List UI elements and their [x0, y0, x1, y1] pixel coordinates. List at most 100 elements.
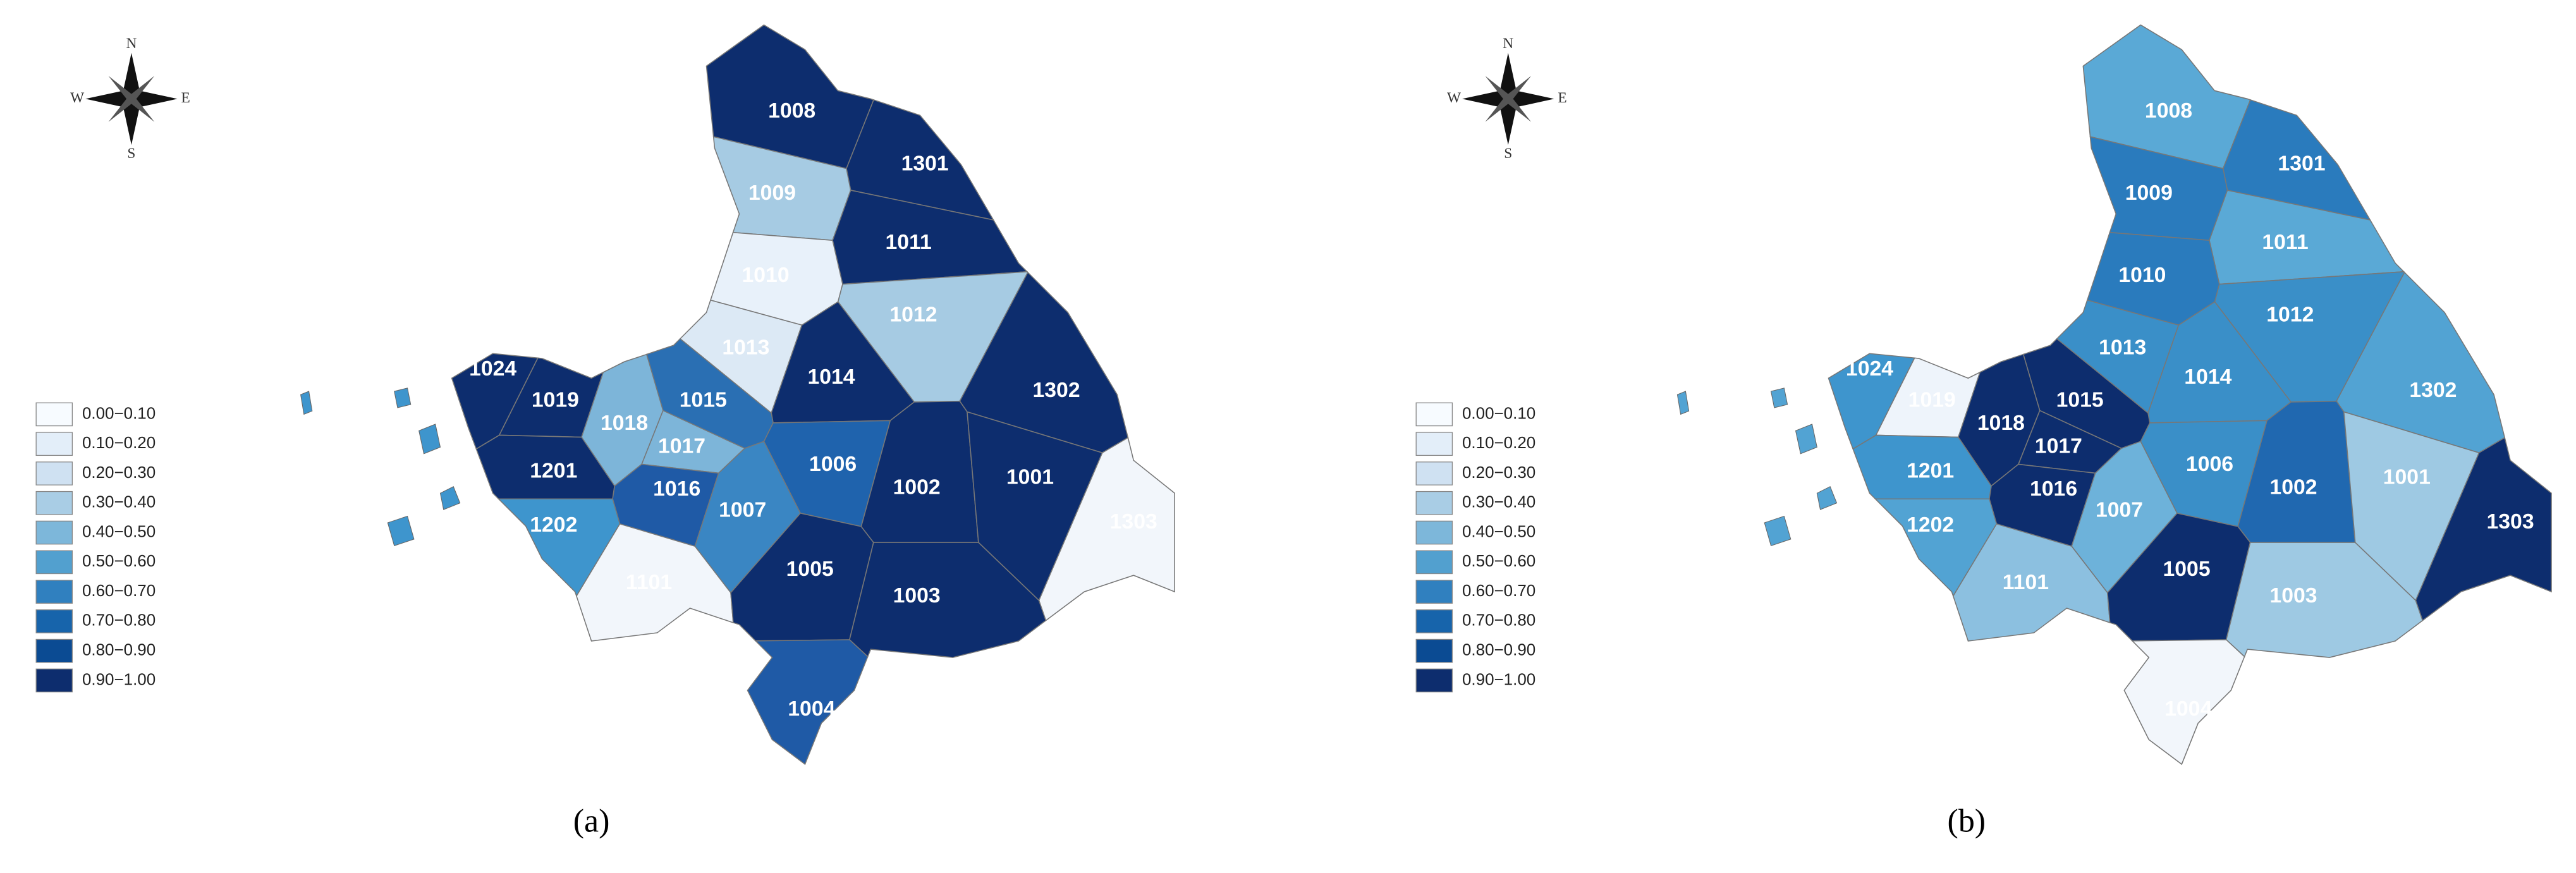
legend-label: 0.90−1.00 — [1462, 669, 1535, 688]
compass-e: E — [181, 90, 190, 106]
region — [705, 24, 875, 169]
region-label: 1101 — [2003, 570, 2049, 594]
region-label: 1005 — [786, 557, 834, 581]
legend-label: 0.30−0.40 — [1462, 492, 1535, 511]
legend-swatch — [1415, 461, 1453, 485]
region — [1038, 437, 1175, 621]
legend-label: 0.40−0.50 — [82, 522, 156, 540]
region-label: 1202 — [530, 513, 577, 537]
compass-star — [1485, 76, 1532, 122]
legend-label: 0.00−0.10 — [1462, 403, 1535, 422]
legend-label: 0.10−0.20 — [1462, 433, 1535, 452]
region-label: 1301 — [2278, 151, 2325, 175]
legend-label: 0.50−0.60 — [1462, 551, 1535, 570]
legend-swatch — [35, 550, 73, 575]
region — [2415, 437, 2552, 621]
island — [1770, 388, 1788, 408]
region-label: 1018 — [601, 411, 648, 435]
legend-swatch — [1415, 432, 1453, 456]
compass-s: S — [1504, 145, 1512, 162]
region-label: 1007 — [719, 498, 766, 522]
region-label: 1015 — [680, 388, 727, 412]
region — [1874, 498, 1998, 597]
legend-label: 0.50−0.60 — [82, 551, 156, 570]
region-label: 1013 — [722, 335, 769, 359]
legend: 0.00−0.10 0.10−0.20 0.20−0.30 0.30−0.40 0.40… — [1415, 402, 1535, 693]
legend-swatch — [1415, 402, 1453, 427]
region — [747, 639, 869, 766]
legend-label: 0.70−0.80 — [82, 611, 156, 630]
region-label: 1015 — [2056, 388, 2104, 412]
region-label: 1014 — [2184, 365, 2231, 389]
region-label: 1017 — [658, 434, 705, 458]
region-label: 1003 — [2269, 583, 2317, 607]
legend-label: 0.10−0.20 — [82, 433, 156, 452]
region — [2082, 24, 2251, 169]
region-label: 1001 — [1006, 465, 1054, 489]
legend-label: 0.20−0.30 — [1462, 463, 1535, 482]
legend-label: 0.60−0.70 — [1462, 581, 1535, 600]
panel-caption: (a) — [573, 803, 610, 839]
legend-swatch — [1415, 491, 1453, 515]
region-label: 1016 — [2030, 477, 2077, 501]
legend-label: 0.70−0.80 — [1462, 611, 1535, 630]
legend-swatch — [35, 580, 73, 604]
region-label: 1007 — [2096, 498, 2143, 522]
legend-swatch — [1415, 550, 1453, 575]
island — [387, 515, 415, 546]
region-label: 1006 — [2186, 452, 2233, 476]
legend-swatch — [1415, 609, 1453, 633]
legend-label: 0.90−1.00 — [82, 669, 156, 688]
region — [1952, 523, 2111, 642]
legend-swatch — [35, 432, 73, 456]
region-label: 1008 — [2145, 99, 2192, 123]
compass-n: N — [1503, 35, 1513, 52]
region-label: 1012 — [2266, 302, 2314, 326]
compass-n: N — [126, 35, 137, 52]
region-label: 1011 — [886, 230, 932, 254]
legend-swatch — [35, 609, 73, 633]
legend-swatch — [35, 491, 73, 515]
legend-swatch — [35, 638, 73, 663]
region-label: 1301 — [901, 151, 949, 175]
legend-swatch — [1415, 668, 1453, 693]
region-label: 1008 — [768, 99, 815, 123]
region-label: 1012 — [889, 302, 937, 326]
region-label: 1013 — [2099, 335, 2146, 359]
region-label: 1004 — [2164, 697, 2212, 721]
compass-e: E — [1558, 90, 1566, 106]
legend-label: 0.80−0.90 — [82, 640, 156, 659]
region-label: 1302 — [1032, 378, 1080, 402]
legend: 0.00−0.10 0.10−0.20 0.20−0.30 0.30−0.40 0.40… — [35, 402, 156, 693]
region-label: 1010 — [2118, 263, 2166, 287]
region-label: 1202 — [1907, 513, 1954, 537]
region-label: 1303 — [1110, 510, 1157, 534]
region-label: 1010 — [742, 263, 790, 287]
region — [497, 498, 621, 597]
region-label: 1005 — [2163, 557, 2211, 581]
region-label: 1019 — [1908, 388, 1956, 412]
region-label: 1017 — [2035, 434, 2082, 458]
region-label: 1014 — [807, 365, 855, 389]
island — [300, 391, 313, 415]
region-label: 1303 — [2486, 510, 2534, 534]
region-label: 1018 — [1977, 411, 2025, 435]
region-label: 1019 — [532, 388, 579, 412]
compass-star — [108, 76, 155, 122]
legend-swatch — [35, 668, 73, 693]
panel-caption: (b) — [1948, 803, 1986, 839]
region-label: 1024 — [469, 357, 516, 381]
legend-label: 0.60−0.70 — [82, 581, 156, 600]
compass: N S E W — [70, 35, 190, 162]
region-label: 1011 — [2262, 230, 2308, 254]
map-panel: 1008 1301 1009 1011 1010 1012 1013 1014 1302 1024… — [1676, 24, 2552, 766]
region-label: 1201 — [530, 458, 577, 482]
legend-swatch — [35, 461, 73, 485]
region-label: 1201 — [1907, 458, 1954, 482]
island — [439, 486, 461, 510]
region-label: 1101 — [626, 570, 672, 594]
compass-w: W — [70, 90, 85, 106]
region-label: 1002 — [2269, 475, 2317, 499]
island — [1795, 424, 1817, 455]
